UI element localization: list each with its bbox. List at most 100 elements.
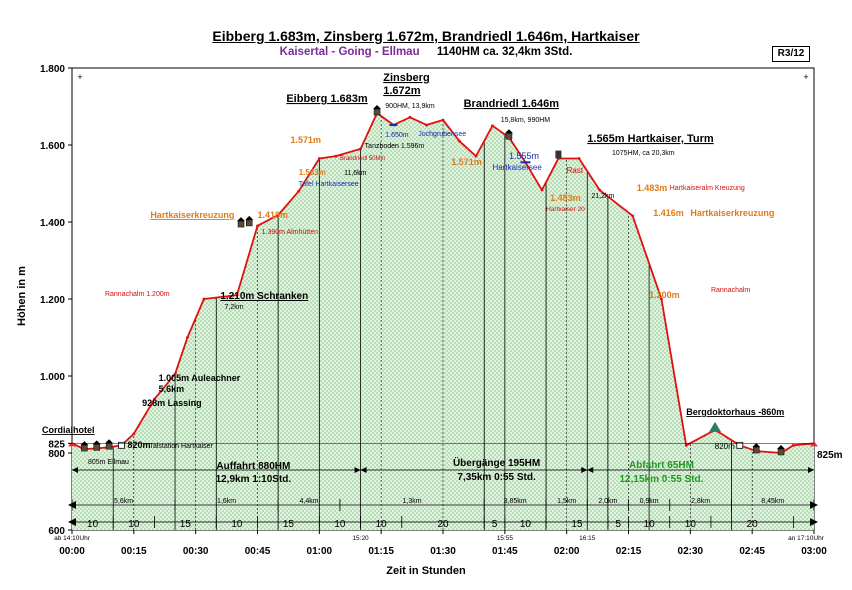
profile-line-segment <box>524 161 543 191</box>
profile-line-segment <box>631 215 663 300</box>
annotation-text: 1.416m <box>653 208 684 218</box>
annotation-text: Hartkaiseralm Kreuzung <box>670 185 745 192</box>
profile-point <box>186 336 189 339</box>
section-subtitle: 12,15km 0:55 Std. <box>620 474 704 485</box>
annotation-text: Cordialhotel <box>42 425 95 435</box>
arrow-left <box>68 518 76 526</box>
profile-point <box>577 157 581 160</box>
profile-line-segment <box>153 373 176 400</box>
annotation-text: 1075HM, ca 20,3km <box>612 150 675 157</box>
km-segment-label: 1,3km <box>403 498 422 505</box>
y-tick-label: 600 <box>48 526 65 537</box>
profile-point <box>202 297 206 301</box>
km-segment-label: 1,6km <box>217 498 236 505</box>
annotation-text: 1.555m <box>509 151 539 161</box>
profile-line-segment <box>426 119 444 126</box>
x-tick-label: 01:30 <box>430 546 456 557</box>
x-tick-label: 00:15 <box>121 546 147 557</box>
annotation-text: 1.200m <box>649 290 680 300</box>
section-arrowhead <box>808 467 814 473</box>
profile-point <box>540 188 544 192</box>
minute-segment-label: 10 <box>128 519 140 530</box>
hut-roof <box>105 439 114 444</box>
annotation-text: 820m <box>127 440 150 450</box>
hut-icon <box>237 217 246 228</box>
profile-line-segment <box>508 136 527 163</box>
y-tick-label: 825 <box>48 439 65 450</box>
profile-point <box>297 189 301 193</box>
time-mark: 15:55 <box>497 535 514 542</box>
x-tick-label: 02:15 <box>616 546 642 557</box>
profile-point <box>441 118 445 122</box>
profile-point <box>684 443 688 447</box>
tower-marker <box>555 150 562 159</box>
annotation-text: Hartkaiser 20 <box>546 206 585 213</box>
peak-label-eibberg: Eibberg 1.683m <box>286 93 368 105</box>
route-badge: R3/12 <box>772 46 810 62</box>
y-axis-label: Höhen in m <box>16 266 28 326</box>
km-segment-label: 3,85km <box>504 498 527 505</box>
profile-point <box>153 397 156 401</box>
minute-segment-label: 10 <box>685 519 697 530</box>
km-segment-label: 2,8km <box>691 498 710 505</box>
section-subtitle: 7,35km 0:55 Std. <box>457 472 536 483</box>
section-arrowhead <box>587 467 594 473</box>
km-segment-label: 8,45km <box>761 498 784 505</box>
profile-point <box>173 372 177 376</box>
km-segment-label: 5,6km <box>114 498 133 505</box>
profile-point <box>334 154 338 158</box>
hut-body <box>81 444 88 452</box>
profile-line-segment <box>756 450 782 454</box>
chart-title: Eibberg 1.683m, Zinsberg 1.672m, Brandri… <box>212 28 640 44</box>
section-title: Auffahrt 880HM <box>216 461 290 472</box>
profile-line-segment <box>541 158 560 191</box>
annotation-text: 1.418m <box>258 210 289 220</box>
section-arrowhead <box>360 467 367 473</box>
profile-line-segment <box>685 429 716 447</box>
hut-body <box>753 446 760 454</box>
minute-segment-label: 5 <box>492 519 498 530</box>
profile-line-segment <box>359 112 378 150</box>
hut-roof <box>752 443 761 448</box>
annotation-text: 825m <box>817 450 843 461</box>
profile-line-segment <box>236 225 259 296</box>
section-arrowhead <box>354 467 361 473</box>
annotation-text: 11,6km <box>344 170 367 177</box>
profile-line-segment <box>257 214 279 227</box>
peak-label-zinsberg: Zinsberg <box>383 72 429 84</box>
y-tick-label: 1.600 <box>40 141 65 152</box>
y-tick-label: 1.200 <box>40 295 65 306</box>
annotation-text: 928m Lassing <box>142 398 202 408</box>
minute-segment-label: 15 <box>180 519 192 530</box>
annotation-text: 21,2km <box>591 193 614 200</box>
y-tick-label: 1.400 <box>40 218 65 229</box>
stats-text: 1140HM ca. 32,4km 3Std. <box>436 46 573 58</box>
bergdoktor-marker <box>709 421 722 432</box>
hut-body <box>93 444 100 451</box>
annotation-text: 15,8km, 990HM <box>501 117 551 124</box>
annotation-text: 1.563m <box>299 168 326 177</box>
annotation-text: Talstation Hartkaiser <box>149 443 213 450</box>
annotation-text: 1.483m <box>550 193 581 203</box>
x-tick-label: 00:30 <box>183 546 209 557</box>
annotation-text: Rast <box>567 166 584 175</box>
profile-point <box>256 224 259 228</box>
profile-line-segment <box>599 189 634 217</box>
profile-point <box>458 139 461 143</box>
end-station-marker <box>736 441 744 449</box>
annotation-text: 1.390m Almhütten <box>262 229 319 236</box>
corner-mark: + <box>803 72 808 82</box>
profile-point <box>235 293 239 297</box>
arrow-right <box>810 518 818 526</box>
annotation-text: Hartkaiserkreuzung <box>690 208 774 218</box>
annotation-text: Rannachalm 1.200m <box>105 291 170 298</box>
profile-point <box>132 432 136 436</box>
profile-point <box>631 214 635 218</box>
hut-icon <box>373 105 382 116</box>
hut-roof <box>504 129 513 134</box>
profile-point <box>408 115 412 119</box>
corner-mark: + <box>77 72 82 82</box>
minute-segment-label: 20 <box>747 519 759 530</box>
hut-icon <box>245 215 254 227</box>
